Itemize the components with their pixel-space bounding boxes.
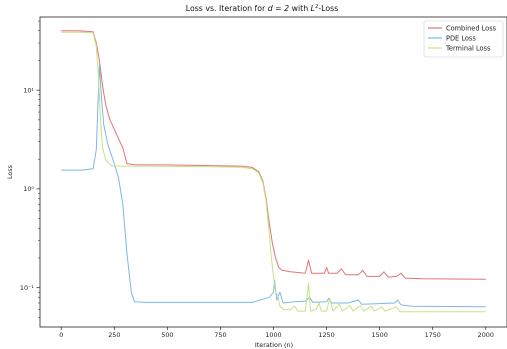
legend-label: Combined Loss <box>446 24 497 32</box>
series-line-combined-loss <box>61 30 486 280</box>
legend-box <box>423 20 504 58</box>
plot-area <box>61 30 486 313</box>
x-tick-label: 1250 <box>318 331 334 339</box>
series-line-pde-loss <box>61 64 486 308</box>
legend-label: PDE Loss <box>446 34 476 42</box>
x-tick-label: 1750 <box>425 331 441 339</box>
chart-title: Loss vs. Iteration for d = 2 with L2-Los… <box>186 4 338 13</box>
y-tick-label: 10⁻¹ <box>20 284 35 292</box>
x-tick-label: 0 <box>59 331 63 339</box>
x-tick-label: 2000 <box>478 331 494 339</box>
y-axis-label: Loss <box>6 164 14 179</box>
y-tick-label: 10⁰ <box>23 185 34 193</box>
x-axis-label: Iteration (n) <box>255 341 293 349</box>
x-tick-label: 250 <box>108 331 120 339</box>
x-tick-label: 1500 <box>372 331 388 339</box>
x-axis: 0 250 500 750 1000 1250 1500 1750 2000 <box>59 327 494 339</box>
plot-frame <box>39 16 507 328</box>
series-line-terminal-loss <box>61 31 486 313</box>
legend-label: Terminal Loss <box>445 44 491 52</box>
y-tick-label: 10¹ <box>23 86 34 94</box>
x-tick-label: 1000 <box>265 331 281 339</box>
x-tick-label: 500 <box>161 331 173 339</box>
legend: Combined Loss PDE Loss Terminal Loss <box>423 20 504 58</box>
y-axis: 10⁻¹ 10⁰ 10¹ <box>20 20 40 318</box>
x-tick-label: 750 <box>214 331 226 339</box>
